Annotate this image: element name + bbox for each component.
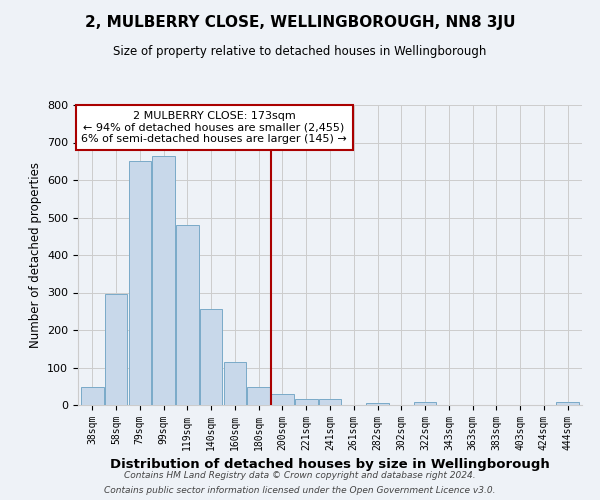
Text: Contains HM Land Registry data © Crown copyright and database right 2024.: Contains HM Land Registry data © Crown c…: [124, 471, 476, 480]
Text: 2 MULBERRY CLOSE: 173sqm
← 94% of detached houses are smaller (2,455)
6% of semi: 2 MULBERRY CLOSE: 173sqm ← 94% of detach…: [81, 111, 347, 144]
Bar: [224, 362, 246, 405]
Bar: [366, 403, 389, 405]
Bar: [200, 310, 223, 405]
Text: Contains public sector information licensed under the Open Government Licence v3: Contains public sector information licen…: [104, 486, 496, 495]
Bar: [271, 394, 294, 405]
Bar: [152, 156, 175, 405]
Text: 2, MULBERRY CLOSE, WELLINGBOROUGH, NN8 3JU: 2, MULBERRY CLOSE, WELLINGBOROUGH, NN8 3…: [85, 15, 515, 30]
Text: Size of property relative to detached houses in Wellingborough: Size of property relative to detached ho…: [113, 45, 487, 58]
Bar: [128, 161, 151, 405]
X-axis label: Distribution of detached houses by size in Wellingborough: Distribution of detached houses by size …: [110, 458, 550, 471]
Bar: [295, 400, 317, 405]
Bar: [414, 402, 436, 405]
Y-axis label: Number of detached properties: Number of detached properties: [29, 162, 41, 348]
Bar: [319, 400, 341, 405]
Bar: [105, 294, 127, 405]
Bar: [247, 387, 270, 405]
Bar: [81, 388, 104, 405]
Bar: [556, 402, 579, 405]
Bar: [176, 225, 199, 405]
